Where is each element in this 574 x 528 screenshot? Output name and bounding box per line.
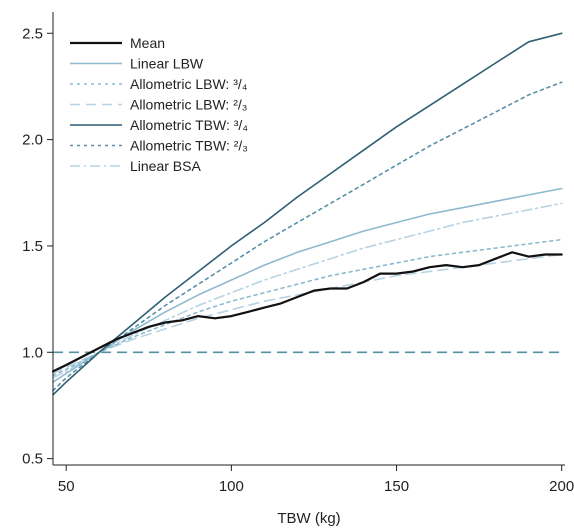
series-line-6	[52, 202, 563, 379]
x-tick-label: 100	[219, 478, 244, 495]
legend-label-5: Allometric TBW: ²/₃	[130, 138, 248, 154]
x-tick-label: 50	[58, 478, 75, 495]
legend-label-1: Linear LBW	[130, 56, 204, 72]
series-line-2	[52, 238, 563, 377]
y-tick-label: 2.5	[22, 25, 43, 42]
x-tick-label: 150	[384, 478, 409, 495]
legend-label-0: Mean	[130, 35, 165, 51]
series-line-0	[51, 251, 563, 373]
legend-label-3: Allometric LBW: ²/₃	[130, 97, 247, 113]
y-tick-label: 1.5	[22, 238, 43, 255]
legend-label-2: Allometric LBW: ³/₄	[130, 76, 248, 92]
y-tick-label: 2.0	[22, 132, 43, 149]
x-axis-title: TBW (kg)	[277, 510, 340, 527]
plot-area	[51, 32, 565, 396]
series-line-3	[52, 253, 563, 375]
legend: Mean Linear LBW Allometric LBW: ³/₄ Allomet…	[70, 35, 248, 174]
series-line-4	[52, 32, 563, 396]
legend-label-6: Linear BSA	[130, 158, 201, 174]
x-tick-label: 200	[549, 478, 574, 495]
axes: 0.5 1.0 1.5 2.0 2.5 50 100 150 200 TBW (kg)	[22, 12, 574, 527]
y-tick-label: 1.0	[22, 344, 43, 361]
y-tick-label: 0.5	[22, 451, 43, 468]
legend-label-4: Allometric TBW: ³/₄	[130, 117, 248, 133]
